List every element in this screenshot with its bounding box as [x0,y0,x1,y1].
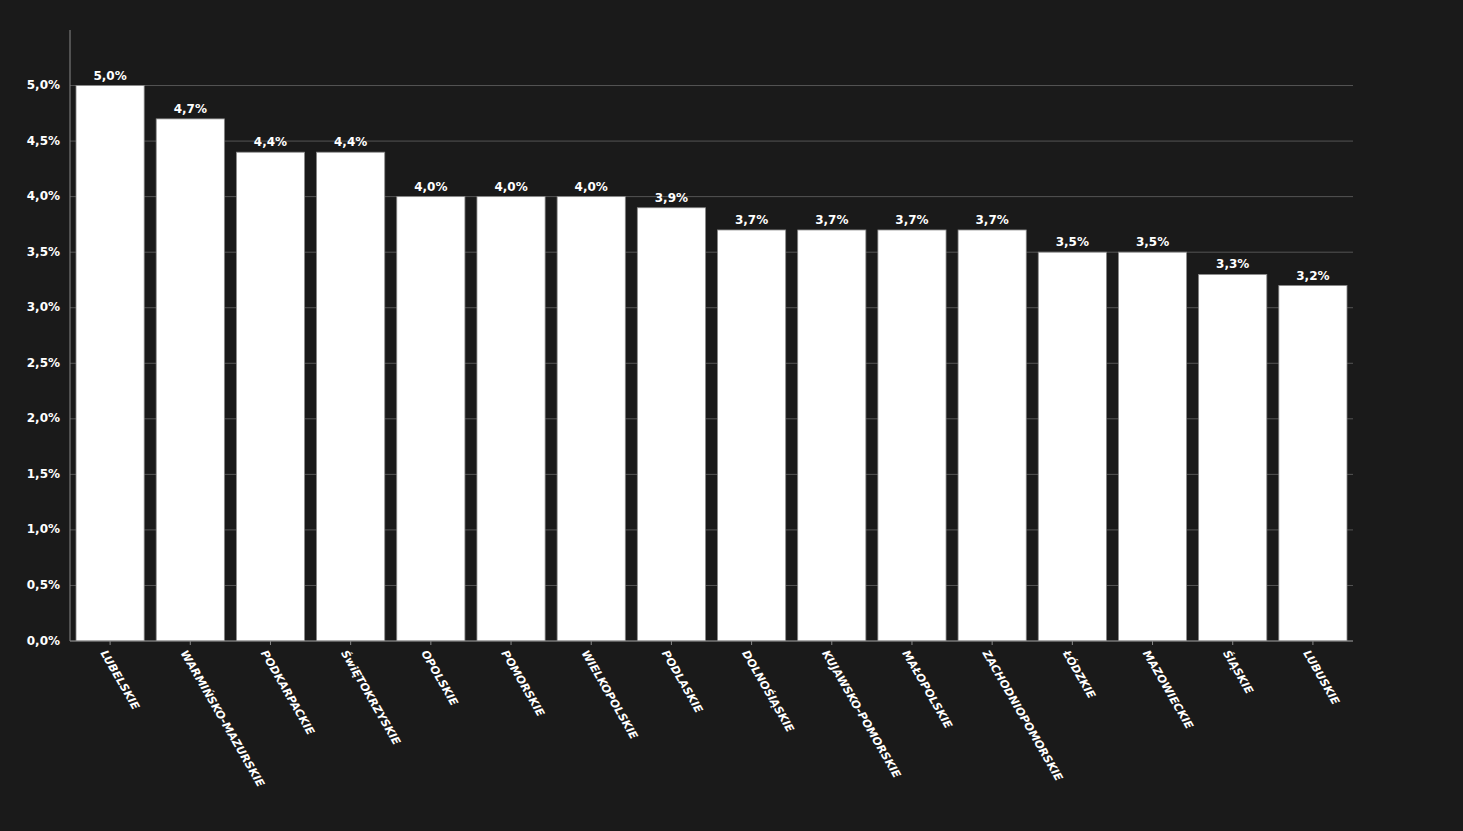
x-tick-label: ŚwiĘTOKRZYSKIE [338,648,403,748]
data-label: 4,0% [414,180,447,194]
y-tick-label: 1,0% [27,522,60,536]
x-tick [831,641,832,645]
x-tick-label: OPOLSKIE [418,648,460,708]
bar [637,208,705,641]
data-label: 4,4% [254,135,287,149]
y-tick-label: 3,0% [27,300,60,314]
bar [156,119,224,641]
x-tick [1152,641,1153,645]
x-tick [992,641,993,645]
x-tick-label: WIELKOPOLSKIE [579,648,641,742]
grid-line [70,85,1353,86]
x-tick [190,641,191,645]
x-tick-label: LUBELSKIE [98,648,143,712]
bar [236,152,304,641]
data-label: 3,5% [1136,235,1169,249]
x-tick [430,641,431,645]
x-tick-label: PODLASKIE [659,648,706,716]
data-label: 4,0% [575,180,608,194]
bar [958,230,1026,641]
x-tick-label: ŚlĄSKIE [1220,648,1256,697]
y-tick-labels: 0,0% 0,5% 1,0% 1,5% 2,0% 2,5% 3,0% 3,5% 4,0% 4,5%… [27,78,60,647]
bar [397,197,465,641]
x-tick [591,641,592,645]
data-label: 3,7% [735,213,768,227]
bar [477,197,545,641]
x-tick [511,641,512,645]
x-tick [911,641,912,645]
y-tick-label: 0,5% [27,578,60,592]
bar [718,230,786,641]
x-tick [270,641,271,645]
x-tick-label: POMORSKIE [499,648,548,719]
x-tick-labels: LUBELSKIE WARMIŃSKO-MAZURSKIEPODKARPACKIE… [98,641,1343,790]
x-tick-label: DOLNOŚlĄSKIE [739,648,797,735]
data-label: 4,4% [334,135,367,149]
x-tick-label: WARMIŃSKO-MAZURSKIE [178,648,267,790]
bar [557,197,625,641]
y-tick-label: 1,5% [27,467,60,481]
data-label: 3,9% [655,191,688,205]
x-tick [350,641,351,645]
x-tick [1072,641,1073,645]
x-tick-label: ZACHODNIOPOMORSKIE [979,647,1065,784]
bar [878,230,946,641]
bar [1118,252,1186,641]
x-tick [110,641,111,645]
y-tick-label: 0,0% [27,634,60,648]
data-labels: 5,0% 4,7% 4,4% 4,4% 4,0% 4,0% 4,0% 3,9% 3,7% 3,7%… [93,69,1329,283]
chart: 0,0% 0,5% 1,0% 1,5% 2,0% 2,5% 3,0% 3,5% 4,0% 4,5%… [0,0,1463,831]
x-tick [751,641,752,645]
x-tick-label: MAZOWIECKIE [1140,648,1196,732]
x-tick [1312,641,1313,645]
background [0,0,1463,831]
data-label: 4,0% [494,180,527,194]
y-tick-label: 2,0% [27,411,60,425]
y-tick-label: 5,0% [27,78,60,92]
x-tick-label: PODKARPACKIE [258,648,317,738]
data-label: 3,3% [1216,257,1249,271]
x-tick [1232,641,1233,645]
grid-line [70,641,1353,642]
data-label: 3,5% [1056,235,1089,249]
x-tick-label: MAŁOPOLSKIE [899,648,955,731]
x-axis-line [70,641,1353,642]
bar [1038,252,1106,641]
data-label: 3,7% [815,213,848,227]
y-tick-label: 2,5% [27,356,60,370]
bars [76,86,1347,641]
bar [317,152,385,641]
y-tick-label: 4,0% [27,189,60,203]
data-label: 4,7% [174,102,207,116]
y-axis-line [70,30,71,641]
x-tick-label: LUBUSKIE [1300,648,1342,707]
bar [76,86,144,641]
y-tick-label: 3,5% [27,245,60,259]
data-label: 3,7% [976,213,1009,227]
data-label: 5,0% [93,69,126,83]
y-tick-label: 4,5% [27,134,60,148]
y-grid [70,86,1353,641]
bar [1279,286,1347,641]
x-tick-label: KUJAWSKO-POMORSKIE [819,648,903,781]
data-label: 3,2% [1296,269,1329,283]
bar [1199,274,1267,641]
x-tick-label: ŁÓDZKIE [1059,647,1098,701]
data-label: 3,7% [895,213,928,227]
bar [798,230,866,641]
x-tick [671,641,672,645]
